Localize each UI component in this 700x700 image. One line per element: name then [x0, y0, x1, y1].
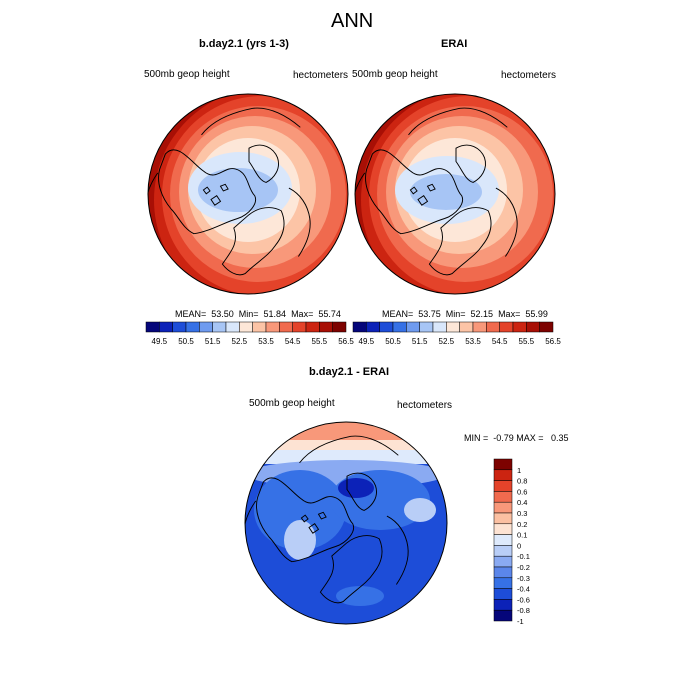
colorbar-obs-cell — [379, 321, 394, 333]
colorbar-obs-tick-label: 56.5 — [545, 337, 561, 346]
colorbar-model-tick-label: 56.5 — [338, 337, 354, 346]
colorbar-obs-cell — [432, 321, 447, 333]
panel-model-stats: MEAN= 53.50 Min= 51.84 Max= 55.74 — [175, 309, 341, 319]
colorbar-obs-tick-label: 51.5 — [412, 337, 428, 346]
colorbar-diff-tick-label: 0 — [517, 541, 521, 550]
colorbar-model-tick-label: 51.5 — [205, 337, 221, 346]
colorbar-obs-cell — [392, 321, 407, 333]
colorbar-diff-cell — [493, 480, 513, 492]
map-model-field — [148, 94, 348, 294]
colorbar-diff-tick-label: 0.1 — [517, 531, 527, 540]
colorbar-obs-cell — [486, 321, 500, 333]
colorbar-diff-cell — [493, 588, 513, 600]
colorbar-model-cell — [279, 321, 293, 333]
colorbar-model-cell — [225, 321, 240, 333]
colorbar-diff-tick-label: -0.2 — [517, 563, 530, 572]
colorbar-diff-cell — [493, 534, 513, 546]
colorbar-obs-tick-label: 49.5 — [359, 337, 375, 346]
colorbar-diff-tick-label: 0.8 — [517, 477, 527, 486]
panel-model-units-label: hectometers — [293, 70, 349, 81]
colorbar-obs-cell — [446, 321, 460, 333]
colorbar-model-cell — [159, 321, 173, 333]
panel-diff-variable-label: 500mb geop height — [249, 398, 335, 409]
colorbar-model-tick-label: 52.5 — [232, 337, 248, 346]
colorbar-diff-tick-label: -1 — [517, 617, 524, 626]
colorbar-obs-cell — [459, 321, 474, 333]
panel-model-subtitle: b.day2.1 (yrs 1-3) — [199, 38, 289, 50]
colorbar-diff-tick-label: -0.6 — [517, 595, 530, 604]
colorbar-diff-cell — [493, 609, 513, 622]
colorbar-diff: 1 0.80.6 0.4 0.3 0.2 0.10 -0.1 -0.2 -0.3 -0.4-0.6… — [493, 458, 530, 626]
colorbar-diff-tick-label: 0.6 — [517, 487, 527, 496]
panel-obs-variable-label: 500mb geop height — [352, 69, 438, 80]
colorbar-obs-tick-label: 53.5 — [465, 337, 481, 346]
colorbar-obs-cell — [539, 321, 554, 333]
colorbar-diff-cell — [493, 545, 513, 557]
colorbar-model-cell — [319, 321, 333, 333]
panel-diff-subtitle: b.day2.1 - ERAI — [309, 366, 390, 378]
colorbar-diff-cell — [493, 458, 513, 471]
colorbar-model-cell — [172, 321, 187, 333]
colorbar-model-tick-label: 53.5 — [258, 337, 274, 346]
panel-diff-stats: MIN = -0.79 MAX = 0.35 — [464, 433, 569, 443]
colorbar-model-tick-label: 55.5 — [312, 337, 328, 346]
colorbar-diff-cell — [493, 523, 513, 535]
panel-obs-stats: MEAN= 53.75 Min= 52.15 Max= 55.99 — [382, 309, 548, 319]
colorbar-diff-tick-label: 0.4 — [517, 498, 527, 507]
panel-model-variable-label: 500mb geop height — [144, 69, 230, 80]
colorbar-model-cell — [332, 321, 347, 333]
colorbar-diff-tick-label: -0.1 — [517, 552, 530, 561]
map-model-border — [147, 93, 349, 295]
colorbar-diff-tick-label: -0.3 — [517, 574, 530, 583]
colorbar-obs-cell — [512, 321, 527, 333]
colorbar-diff-cell — [493, 555, 513, 568]
panel-obs-units-label: hectometers — [501, 70, 557, 81]
map-diff-field — [245, 422, 447, 624]
colorbar-obs-tick-label: 54.5 — [492, 337, 508, 346]
colorbar-diff-cell — [493, 512, 513, 525]
colorbar-obs-cell — [406, 321, 420, 333]
colorbar-diff-cell — [493, 599, 513, 611]
colorbar-diff-tick-label: -0.8 — [517, 606, 530, 615]
colorbar-diff-tick-label: 0.2 — [517, 520, 527, 529]
colorbar-model-tick-label: 49.5 — [152, 337, 168, 346]
colorbar-obs-cell — [419, 321, 434, 333]
colorbar-model-cell — [212, 321, 227, 333]
colorbar-obs-cell — [499, 321, 514, 333]
colorbar-model-cell — [185, 321, 200, 333]
colorbar-model-cell — [305, 321, 320, 333]
colorbar-model-tick-label: 54.5 — [285, 337, 301, 346]
colorbar-diff-cell — [493, 577, 513, 589]
figure-title: ANN — [331, 10, 374, 32]
colorbar-diff-cell — [493, 501, 513, 514]
colorbar-diff-tick-label: 1 — [517, 466, 521, 475]
colorbar-obs-cell — [472, 321, 487, 333]
map-diff-border — [244, 421, 448, 625]
colorbar-obs-cell — [526, 321, 540, 333]
colorbar-diff-cell — [493, 469, 513, 481]
colorbar-model-tick-label: 50.5 — [178, 337, 194, 346]
map-obs-border — [354, 93, 556, 295]
colorbar-model-cell — [265, 321, 280, 333]
map-obs-field — [355, 94, 555, 294]
colorbar-diff-tick-label: -0.4 — [517, 585, 530, 594]
colorbar-obs-cell — [366, 321, 380, 333]
colorbar-obs: 49.5 50.5 51.5 52.5 53.5 54.5 55.5 56.5 — [352, 321, 561, 346]
panel-obs-subtitle: ERAI — [441, 38, 468, 50]
colorbar-diff-cell — [493, 566, 513, 579]
colorbar-obs-tick-label: 52.5 — [439, 337, 455, 346]
colorbar-diff-tick-label: 0.3 — [517, 509, 527, 518]
colorbar-diff-cell — [493, 491, 513, 503]
colorbar-model: 49.5 50.5 51.5 52.5 53.5 54.5 55.5 56.5 — [145, 321, 354, 346]
colorbar-model-cell — [239, 321, 253, 333]
colorbar-obs-tick-label: 50.5 — [385, 337, 401, 346]
colorbar-obs-tick-label: 55.5 — [519, 337, 535, 346]
colorbar-model-cell — [145, 321, 160, 333]
colorbar-model-cell — [199, 321, 213, 333]
colorbar-obs-cell — [352, 321, 367, 333]
colorbar-model-cell — [292, 321, 307, 333]
colorbar-model-cell — [252, 321, 267, 333]
panel-diff-units-label: hectometers — [397, 400, 453, 411]
